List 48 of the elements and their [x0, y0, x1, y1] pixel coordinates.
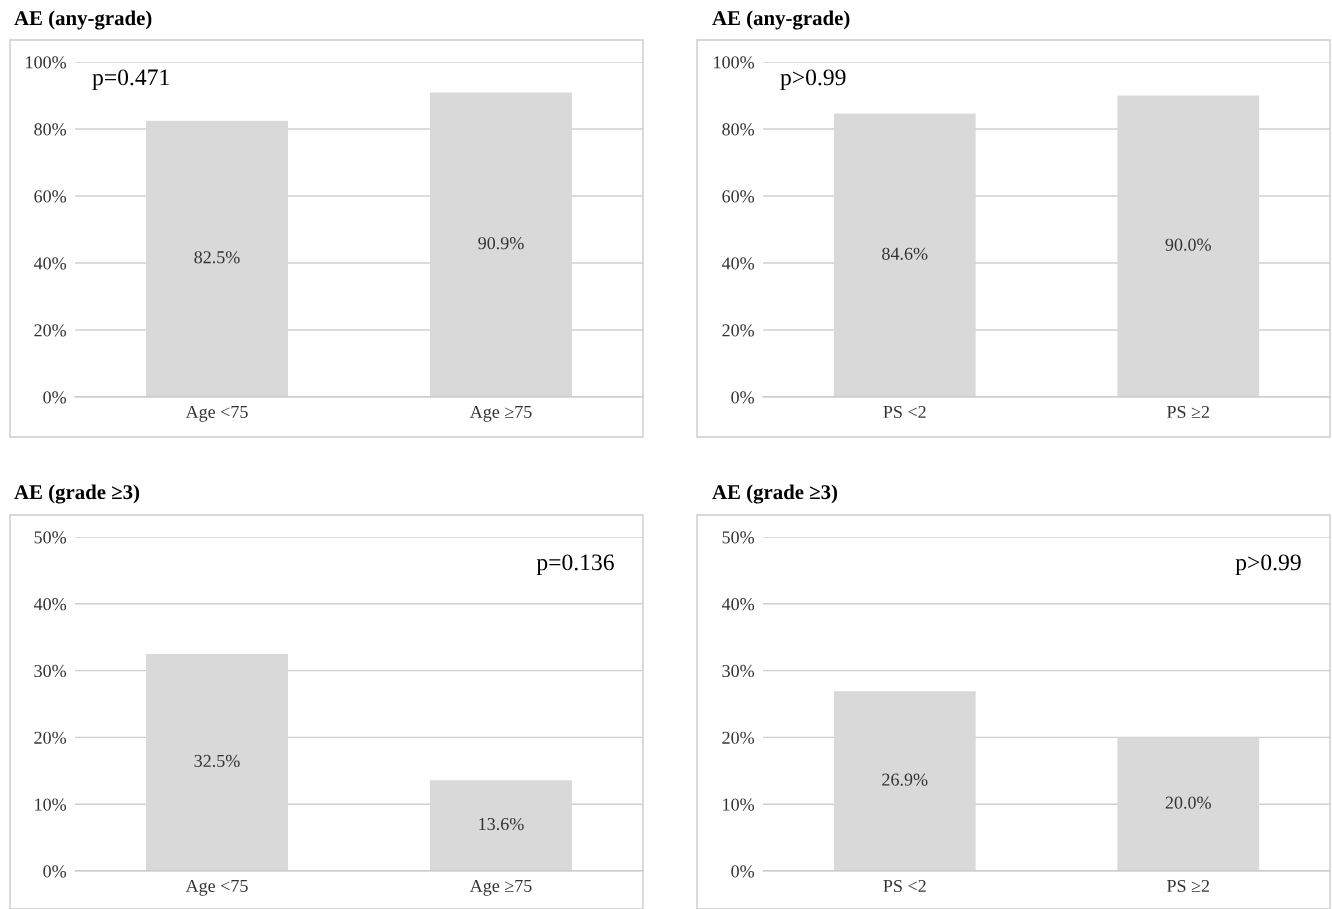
y-tick-label: 20%: [34, 324, 67, 337]
chart-title: AE (grade ≥3): [14, 484, 140, 504]
data-label: 82.5%: [194, 251, 240, 264]
x-tick-label: Age ≥75: [469, 405, 532, 422]
y-tick-label: 80%: [34, 123, 67, 136]
x-tick-label: PS <2: [883, 405, 926, 419]
y-tick-label: 100%: [26, 56, 67, 69]
y-tick-label: 40%: [33, 257, 67, 270]
data-label: 32.5%: [194, 754, 240, 768]
x-tick-label: PS ≥2: [1167, 405, 1210, 419]
data-label: 20.0%: [1165, 796, 1211, 809]
y-tick-label: 0%: [731, 391, 755, 404]
y-tick-label: 40%: [721, 598, 755, 611]
chart-title: AE (any-grade): [14, 10, 152, 30]
x-tick-label: PS ≥2: [1167, 879, 1210, 893]
y-tick-label: 40%: [33, 598, 67, 611]
chart-title: AE (any-grade): [712, 10, 850, 30]
y-tick-label: 0%: [731, 865, 755, 878]
y-tick-label: 80%: [722, 123, 755, 136]
annotation: p=0.136: [536, 554, 614, 576]
data-label: 84.6%: [882, 247, 928, 260]
data-label: 90.9%: [478, 237, 524, 250]
data-label: 90.0%: [1165, 238, 1211, 251]
annotation: p>0.99: [780, 69, 846, 91]
y-tick-label: 60%: [722, 190, 755, 203]
y-tick-label: 40%: [721, 257, 755, 270]
x-tick-label: Age <75: [185, 405, 248, 422]
y-tick-label: 0%: [43, 391, 67, 404]
annotation: p>0.99: [1235, 554, 1301, 576]
y-tick-label: 10%: [723, 798, 755, 811]
x-tick-label: Age <75: [185, 879, 248, 896]
y-tick-label: 100%: [714, 56, 755, 69]
y-tick-label: 20%: [34, 731, 67, 744]
y-tick-label: 20%: [722, 731, 755, 744]
annotation: p=0.471: [92, 69, 169, 91]
y-tick-label: 30%: [722, 664, 755, 678]
x-tick-label: Age ≥75: [469, 879, 532, 896]
y-tick-label: 60%: [34, 190, 67, 203]
y-tick-label: 20%: [722, 324, 755, 337]
y-tick-label: 0%: [43, 865, 67, 878]
y-tick-label: 50%: [34, 531, 67, 544]
y-tick-label: 30%: [34, 664, 67, 678]
data-label: 13.6%: [479, 817, 524, 831]
data-label: 26.9%: [882, 773, 928, 786]
x-tick-label: PS <2: [883, 879, 926, 893]
y-tick-label: 50%: [722, 531, 755, 544]
chart-title: AE (grade ≥3): [712, 484, 838, 504]
y-tick-label: 10%: [35, 798, 67, 811]
